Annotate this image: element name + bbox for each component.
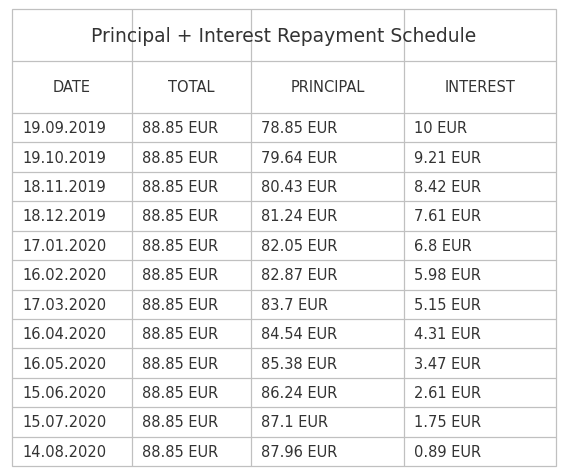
- Text: 88.85 EUR: 88.85 EUR: [141, 179, 218, 195]
- Text: 88.85 EUR: 88.85 EUR: [141, 356, 218, 371]
- Text: 88.85 EUR: 88.85 EUR: [141, 327, 218, 341]
- Text: 1.75 EUR: 1.75 EUR: [414, 415, 481, 429]
- Text: 2.61 EUR: 2.61 EUR: [414, 385, 481, 400]
- Text: 85.38 EUR: 85.38 EUR: [261, 356, 337, 371]
- Text: 16.02.2020: 16.02.2020: [22, 268, 106, 283]
- Text: 3.47 EUR: 3.47 EUR: [414, 356, 481, 371]
- Text: 15.06.2020: 15.06.2020: [22, 385, 106, 400]
- Text: 81.24 EUR: 81.24 EUR: [261, 209, 338, 224]
- Text: TOTAL: TOTAL: [168, 80, 215, 95]
- Text: 18.12.2019: 18.12.2019: [22, 209, 106, 224]
- Text: 83.7 EUR: 83.7 EUR: [261, 297, 328, 312]
- Text: 19.09.2019: 19.09.2019: [22, 121, 106, 136]
- Text: 4.31 EUR: 4.31 EUR: [414, 327, 481, 341]
- Text: 79.64 EUR: 79.64 EUR: [261, 150, 338, 165]
- Text: 82.87 EUR: 82.87 EUR: [261, 268, 338, 283]
- Text: 88.85 EUR: 88.85 EUR: [141, 238, 218, 253]
- Text: 80.43 EUR: 80.43 EUR: [261, 179, 337, 195]
- Text: 78.85 EUR: 78.85 EUR: [261, 121, 338, 136]
- Text: Principal + Interest Repayment Schedule: Principal + Interest Repayment Schedule: [91, 27, 477, 45]
- Text: 88.85 EUR: 88.85 EUR: [141, 415, 218, 429]
- Text: 0.89 EUR: 0.89 EUR: [414, 444, 481, 459]
- Text: 88.85 EUR: 88.85 EUR: [141, 209, 218, 224]
- Text: 84.54 EUR: 84.54 EUR: [261, 327, 337, 341]
- Text: 17.03.2020: 17.03.2020: [22, 297, 106, 312]
- Text: INTEREST: INTEREST: [444, 80, 515, 95]
- Text: 15.07.2020: 15.07.2020: [22, 415, 106, 429]
- Text: 17.01.2020: 17.01.2020: [22, 238, 106, 253]
- Text: 88.85 EUR: 88.85 EUR: [141, 150, 218, 165]
- Text: 7.61 EUR: 7.61 EUR: [414, 209, 481, 224]
- Text: 88.85 EUR: 88.85 EUR: [141, 385, 218, 400]
- Text: 14.08.2020: 14.08.2020: [22, 444, 106, 459]
- Text: 6.8 EUR: 6.8 EUR: [414, 238, 471, 253]
- Text: 86.24 EUR: 86.24 EUR: [261, 385, 338, 400]
- Text: 87.1 EUR: 87.1 EUR: [261, 415, 328, 429]
- Text: 9.21 EUR: 9.21 EUR: [414, 150, 481, 165]
- Text: 8.42 EUR: 8.42 EUR: [414, 179, 481, 195]
- Text: 88.85 EUR: 88.85 EUR: [141, 121, 218, 136]
- Text: 88.85 EUR: 88.85 EUR: [141, 444, 218, 459]
- Text: PRINCIPAL: PRINCIPAL: [290, 80, 365, 95]
- Text: 5.15 EUR: 5.15 EUR: [414, 297, 481, 312]
- Text: 82.05 EUR: 82.05 EUR: [261, 238, 338, 253]
- Text: 16.05.2020: 16.05.2020: [22, 356, 106, 371]
- Text: 5.98 EUR: 5.98 EUR: [414, 268, 481, 283]
- Text: 88.85 EUR: 88.85 EUR: [141, 297, 218, 312]
- Text: 18.11.2019: 18.11.2019: [22, 179, 106, 195]
- Text: 88.85 EUR: 88.85 EUR: [141, 268, 218, 283]
- Text: 87.96 EUR: 87.96 EUR: [261, 444, 338, 459]
- Text: DATE: DATE: [53, 80, 91, 95]
- Text: 19.10.2019: 19.10.2019: [22, 150, 106, 165]
- Text: 10 EUR: 10 EUR: [414, 121, 467, 136]
- Text: 16.04.2020: 16.04.2020: [22, 327, 106, 341]
